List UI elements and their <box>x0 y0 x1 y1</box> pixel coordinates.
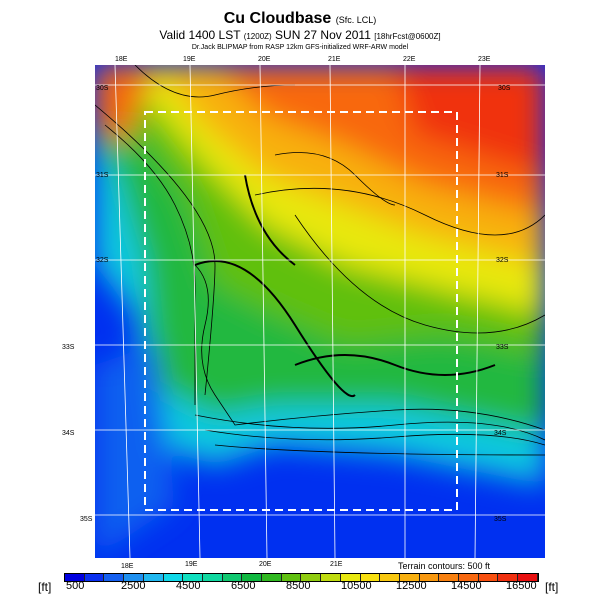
zulu-time: (1200Z) <box>243 32 272 41</box>
lat-label: 33S <box>496 344 509 351</box>
grid-lines <box>95 65 545 558</box>
date: SUN 27 Nov 2011 <box>275 28 371 42</box>
lon-label: 21E <box>328 56 341 63</box>
lat-label: 33S <box>62 344 75 351</box>
lon-label: 21E <box>330 561 343 568</box>
unit-left: [ft] <box>38 580 52 594</box>
chart-title: Cu Cloudbase (Sfc. LCL) <box>0 10 600 28</box>
forecast-info: [18hrFcst@0600Z] <box>374 32 441 41</box>
colorbar-swatch <box>478 574 499 581</box>
terrain-contours <box>95 65 545 456</box>
lat-label: 30S <box>96 85 109 92</box>
colorbar-label: 6500 <box>231 580 256 592</box>
colorbar-swatch <box>399 574 420 581</box>
colorbar-swatch <box>163 574 184 581</box>
colorbar-swatch <box>360 574 381 581</box>
colorbar-label: 4500 <box>176 580 201 592</box>
colorbar-swatch <box>439 574 460 581</box>
colorbar-swatch <box>104 574 125 581</box>
colorbar-label: 2500 <box>121 580 146 592</box>
colorbar-swatch <box>242 574 263 581</box>
lat-label: 34S <box>494 430 507 437</box>
lon-label: 19E <box>183 56 196 63</box>
colorbar-swatch <box>143 574 164 581</box>
cloudbase-map <box>95 65 545 558</box>
colorbar-label: 12500 <box>396 580 427 592</box>
lon-label: 22E <box>403 56 416 63</box>
lat-label: 32S <box>496 257 509 264</box>
lon-label: 20E <box>258 56 271 63</box>
colorbar-swatch <box>321 574 341 581</box>
colorbar-swatch <box>84 574 105 581</box>
model-info: Dr.Jack BLIPMAP from RASP 12km GFS-initi… <box>191 44 409 51</box>
lat-label: 35S <box>494 516 507 523</box>
domain-box <box>144 111 458 511</box>
lon-label: 23E <box>478 56 491 63</box>
title-main: Cu Cloudbase <box>223 10 332 27</box>
colorbar-swatch <box>124 574 144 581</box>
valid-label: Valid 1400 LST <box>159 28 241 42</box>
unit-right: [ft] <box>545 580 559 594</box>
lon-label: 19E <box>185 561 198 568</box>
lat-label: 30S <box>498 85 511 92</box>
lat-label: 32S <box>96 257 109 264</box>
lon-label: 18E <box>121 563 134 570</box>
colorbar-swatch <box>301 574 322 581</box>
colorbar-swatch <box>65 574 85 581</box>
colorbar-swatch <box>380 574 400 581</box>
colorbar-swatch <box>202 574 223 581</box>
lat-label: 31S <box>496 172 509 179</box>
colorbar-swatch <box>518 574 538 581</box>
colorbar-label: 14500 <box>451 580 482 592</box>
colorbar-swatch <box>340 574 361 581</box>
terrain-note: Terrain contours: 500 ft <box>398 561 491 571</box>
colorbar-swatch <box>459 574 479 581</box>
colorbar-swatch <box>222 574 243 581</box>
lat-label: 34S <box>62 430 75 437</box>
colorbar-label: 500 <box>66 580 85 592</box>
colorbar-swatch <box>419 574 440 581</box>
colorbar-label: 10500 <box>341 580 372 592</box>
lat-label: 31S <box>96 172 109 179</box>
title-sub: (Sfc. LCL) <box>335 15 377 25</box>
lat-label: 35S <box>80 516 93 523</box>
colorbar-swatch <box>262 574 282 581</box>
lon-label: 20E <box>259 561 272 568</box>
valid-time: Valid 1400 LST (1200Z) SUN 27 Nov 2011 [… <box>0 28 600 42</box>
colorbar <box>64 573 539 582</box>
colorbar-label: 8500 <box>286 580 311 592</box>
colorbar-swatch <box>498 574 519 581</box>
colorbar-label: 16500 <box>506 580 537 592</box>
lon-label: 18E <box>115 56 128 63</box>
colorbar-swatch <box>183 574 203 581</box>
colorbar-swatch <box>281 574 302 581</box>
